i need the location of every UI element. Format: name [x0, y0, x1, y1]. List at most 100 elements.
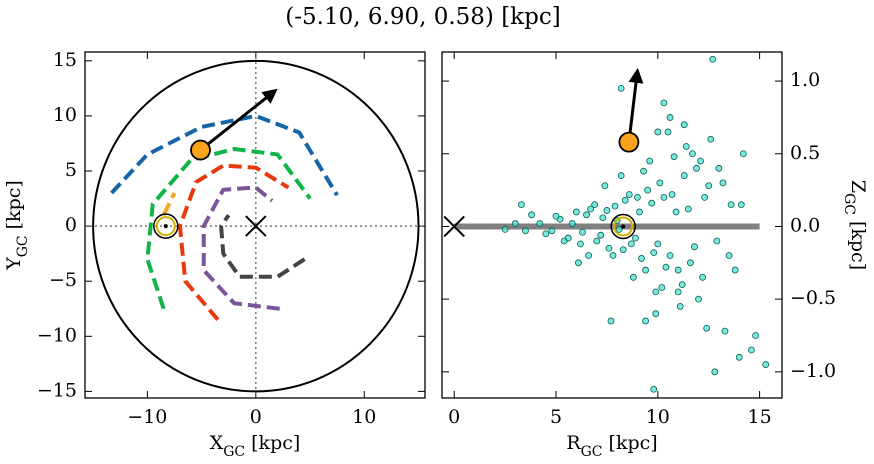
axis-label: RGC [kpc]	[566, 432, 657, 460]
star-point	[552, 212, 560, 220]
x-tick-label: −10	[127, 406, 167, 428]
spiral-arm	[177, 163, 290, 322]
star-point	[670, 153, 678, 161]
figure-title: (-5.10, 6.90, 0.58) [kpc]	[285, 4, 560, 30]
star-point	[680, 172, 688, 179]
velocity-arrow	[627, 67, 644, 143]
y-tick-label: 0.5	[790, 142, 820, 164]
star-point	[676, 303, 684, 310]
star-point	[658, 284, 666, 291]
star-point	[640, 167, 647, 175]
star-point	[601, 182, 609, 190]
star-point	[752, 332, 759, 339]
star-point	[713, 237, 721, 245]
star-point	[664, 128, 672, 136]
axis-label-main: Z	[847, 180, 869, 193]
sun-dot	[621, 224, 626, 229]
cross-stroke	[245, 215, 267, 237]
star-point	[619, 246, 627, 254]
star-point	[518, 201, 525, 209]
star-point	[621, 196, 629, 204]
star-point	[674, 288, 682, 296]
star-point	[666, 114, 674, 121]
galactic-center	[245, 215, 267, 237]
y-tick-label: −10	[37, 324, 77, 346]
y-tick-label: 0.0	[790, 214, 820, 236]
star-point	[707, 135, 715, 143]
star-point	[568, 220, 576, 227]
star-point	[642, 266, 649, 274]
star-point	[672, 208, 680, 216]
cross-stroke	[443, 215, 465, 238]
star-point	[572, 208, 580, 216]
y-tick-label: −1.0	[790, 360, 836, 382]
axis-label-unit: [kpc]	[847, 221, 869, 270]
star-point	[682, 143, 690, 150]
star-point	[642, 317, 649, 325]
star-point	[680, 121, 688, 129]
star-point	[609, 252, 617, 259]
star-point	[652, 288, 660, 296]
star-point	[587, 205, 595, 213]
y-tick-label: −0.5	[790, 287, 836, 309]
y-tick-label: 0	[65, 214, 77, 236]
star-point	[686, 259, 694, 267]
star-point	[725, 252, 733, 259]
star-point	[697, 157, 704, 165]
galactic-center	[443, 215, 465, 238]
sun-dot	[163, 224, 168, 229]
sun-ring	[610, 213, 636, 240]
star-point	[678, 281, 686, 289]
sun-ring	[155, 216, 176, 237]
star-point	[615, 225, 623, 233]
star-point	[654, 128, 662, 136]
axis-label-sub: GC	[581, 444, 603, 460]
star-point	[644, 186, 652, 194]
star-point	[711, 368, 719, 376]
x-tick-label: 0	[448, 406, 460, 428]
star-point	[511, 220, 519, 227]
panel: −10 0 10 −15 −10 −5 0 5 10 15	[37, 49, 426, 428]
spiral-arm	[161, 192, 177, 216]
star-point	[634, 193, 641, 201]
sun-symbol	[610, 213, 636, 240]
x-tick-label: 0	[250, 406, 262, 428]
star-point	[662, 263, 670, 271]
axis-label-unit: [kpc]	[3, 180, 25, 229]
star-point	[583, 211, 590, 219]
star-point	[652, 310, 660, 318]
star-point	[528, 211, 535, 219]
y-tick-label: −15	[37, 379, 77, 401]
star-point	[721, 327, 729, 335]
star-point	[656, 179, 664, 187]
star-point	[605, 244, 613, 252]
sun-symbol	[153, 213, 179, 239]
velocity-arrow	[199, 88, 278, 152]
star-point	[646, 157, 654, 165]
star-point	[709, 55, 717, 63]
axis-label-main: Y	[3, 257, 25, 271]
star-point	[660, 99, 668, 107]
star-point	[735, 353, 743, 361]
star-point	[638, 255, 645, 262]
axis-label: YGC [kpc]	[3, 180, 31, 271]
spiral-arm	[145, 146, 312, 310]
star-point	[577, 240, 584, 248]
star-point	[660, 193, 668, 201]
star-point	[648, 199, 656, 207]
axis-label-main: X	[210, 432, 224, 454]
star-point	[701, 193, 709, 201]
star-point	[579, 228, 586, 236]
y-tick-label: 10	[53, 104, 77, 126]
star-point	[691, 243, 698, 251]
x-tick-label: 15	[748, 406, 772, 428]
y-tick-label: −5	[49, 269, 77, 291]
sun-marker	[190, 139, 211, 161]
star-point	[705, 182, 713, 190]
star-point	[693, 164, 700, 172]
star-point	[684, 205, 692, 213]
star-point	[703, 324, 711, 332]
star-point	[739, 150, 747, 158]
star-point	[603, 207, 611, 214]
